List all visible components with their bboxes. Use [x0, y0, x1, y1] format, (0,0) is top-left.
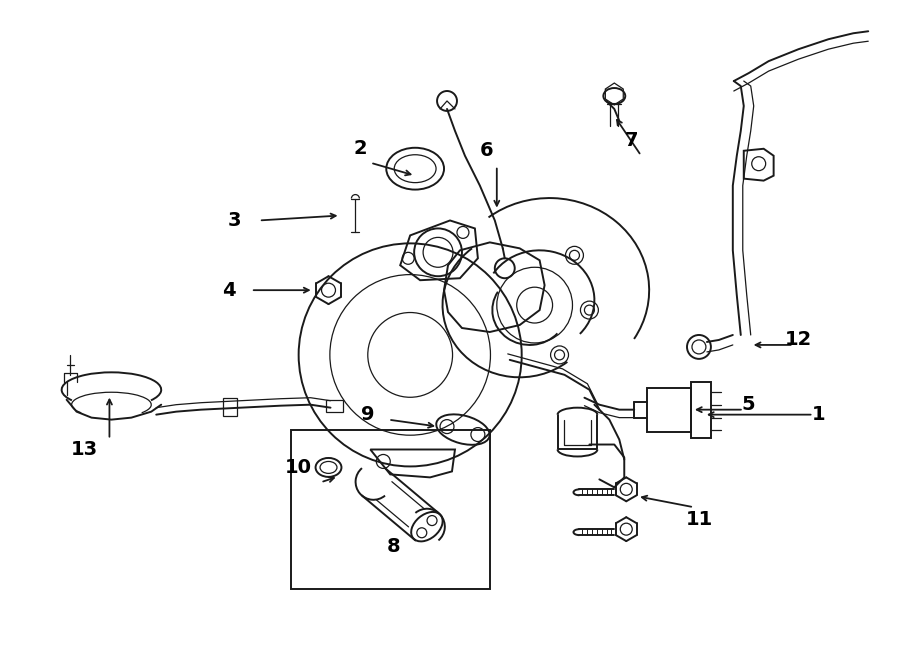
- Text: 13: 13: [71, 440, 98, 459]
- Text: 6: 6: [480, 141, 494, 160]
- Text: 5: 5: [742, 395, 756, 414]
- Text: 9: 9: [361, 405, 374, 424]
- Bar: [647, 388, 691, 432]
- Bar: [223, 398, 237, 416]
- Bar: [691, 382, 711, 438]
- Text: 12: 12: [785, 330, 812, 350]
- Text: 10: 10: [285, 458, 312, 477]
- Text: 11: 11: [685, 510, 713, 529]
- Bar: [326, 400, 344, 412]
- Text: 4: 4: [222, 281, 236, 299]
- Text: 8: 8: [386, 537, 400, 556]
- Text: 2: 2: [354, 139, 367, 158]
- Bar: [291, 430, 490, 589]
- Text: 1: 1: [812, 405, 825, 424]
- Text: 7: 7: [625, 132, 638, 150]
- Text: 3: 3: [229, 211, 242, 230]
